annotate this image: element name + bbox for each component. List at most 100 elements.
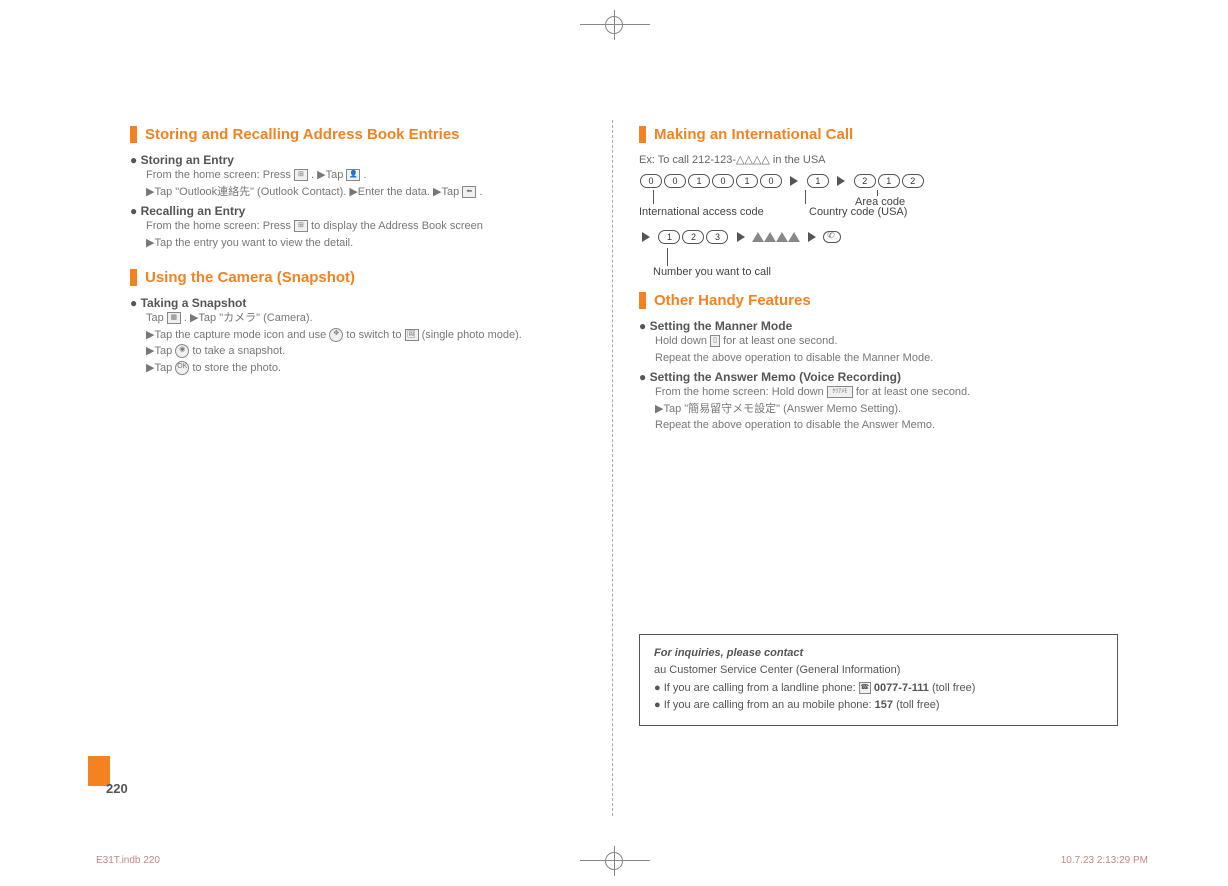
label-country-code: Country code (USA): [809, 206, 907, 218]
call-key-icon: [823, 231, 841, 243]
text: ▶Tap: [146, 362, 175, 374]
key-0: 0: [760, 174, 782, 188]
right-column: Making an International Call Ex: To call…: [639, 120, 1118, 726]
body-text: Repeat the above operation to disable th…: [639, 350, 1118, 367]
example-text: Ex: To call 212-123-△△△△ in the USA: [639, 153, 1118, 166]
text: to take a snapshot.: [192, 345, 285, 357]
text: ▶Tap the capture mode icon and use: [146, 329, 329, 341]
registration-mark-bottom: [580, 846, 650, 876]
body-text: ▶Tap "Outlook連絡先" (Outlook Contact). ▶En…: [130, 184, 609, 201]
key-2: 2: [902, 174, 924, 188]
key-sequence-2: 123: [639, 228, 1118, 246]
contact-line: au Customer Service Center (General Info…: [654, 662, 1103, 680]
manner-key-icon: ▯: [710, 335, 720, 347]
body-text: From the home screen: Press ⊞ . ▶Tap 👤 .: [130, 167, 609, 184]
body-text: Repeat the above operation to disable th…: [639, 417, 1118, 434]
address-book-key-icon: ⊞: [294, 169, 308, 181]
text: ● If you are calling from a landline pho…: [654, 682, 859, 694]
arrow-icon: [790, 176, 798, 186]
photo-mode-icon: 🖼: [405, 329, 419, 341]
text: .: [363, 169, 366, 181]
key-2: 2: [682, 230, 704, 244]
footer-timestamp: 10.7.23 2:13:29 PM: [1061, 855, 1148, 866]
key-3: 3: [706, 230, 728, 244]
save-icon: ⬅: [462, 186, 476, 198]
text: ▶Tap: [146, 345, 175, 357]
ok-icon: OK: [175, 361, 189, 375]
key-0: 0: [640, 174, 662, 188]
key-0: 0: [664, 174, 686, 188]
text: for at least one second.: [856, 386, 970, 398]
section-header-camera: Using the Camera (Snapshot): [130, 269, 609, 286]
key-1: 1: [688, 174, 710, 188]
text: to switch to: [346, 329, 404, 341]
arrow-icon: [808, 232, 816, 242]
freecall-icon: ☎: [859, 682, 871, 694]
clear-memo-key-icon: ｸﾘｱﾒﾓ: [827, 386, 853, 398]
arrow-icon: [737, 232, 745, 242]
section-header-address-book: Storing and Recalling Address Book Entri…: [130, 126, 609, 143]
label-number: Number you want to call: [653, 266, 1118, 278]
text: Tap: [146, 312, 167, 324]
contact-icon: 👤: [346, 169, 360, 181]
text: ● If you are calling from an au mobile p…: [654, 699, 875, 711]
body-text: From the home screen: Press ⊞ to display…: [130, 218, 609, 235]
text: . ▶Tap "カメラ" (Camera).: [184, 312, 313, 324]
item-manner-mode: Setting the Manner Mode Hold down ▯ for …: [639, 319, 1118, 366]
section-header-intl-call: Making an International Call: [639, 126, 1118, 143]
contact-line: ● If you are calling from a landline pho…: [654, 680, 1103, 698]
left-column: Storing and Recalling Address Book Entri…: [130, 120, 609, 726]
body-text: Tap ▦ . ▶Tap "カメラ" (Camera).: [130, 310, 609, 327]
camera-app-icon: ▦: [167, 312, 181, 324]
phone-number: 0077-7-111: [874, 682, 929, 694]
text: From the home screen: Hold down: [655, 386, 827, 398]
arrow-icon: [837, 176, 845, 186]
phone-number: 157: [875, 699, 893, 711]
text: From the home screen: Press: [146, 169, 294, 181]
arrow-icon: [642, 232, 650, 242]
page-number: 220: [106, 781, 128, 796]
triangle-icon: [752, 232, 764, 242]
key-2: 2: [854, 174, 876, 188]
contact-line: ● If you are calling from an au mobile p…: [654, 697, 1103, 715]
body-text: ▶Tap "簡易留守メモ設定" (Answer Memo Setting).: [639, 401, 1118, 418]
body-text: From the home screen: Hold down ｸﾘｱﾒﾓ fo…: [639, 384, 1118, 401]
text: to store the photo.: [192, 362, 281, 374]
item-answer-memo: Setting the Answer Memo (Voice Recording…: [639, 370, 1118, 434]
item-recalling-entry: Recalling an Entry From the home screen:…: [130, 204, 609, 251]
bullet-head: Storing an Entry: [130, 153, 609, 167]
key-1: 1: [736, 174, 758, 188]
bullet-head: Setting the Manner Mode: [639, 319, 1118, 333]
body-text: ▶Tap OK to store the photo.: [130, 360, 609, 377]
triangle-icon: [764, 232, 776, 242]
text: .: [479, 186, 482, 198]
text: Hold down: [655, 335, 710, 347]
label-intl-code: International access code: [639, 206, 809, 218]
body-text: ▶Tap the capture mode icon and use ✥ to …: [130, 327, 609, 344]
text: (toll free): [896, 699, 939, 711]
text: (toll free): [932, 682, 975, 694]
contact-box: For inquiries, please contact au Custome…: [639, 634, 1118, 726]
text: for at least one second.: [723, 335, 837, 347]
page-content: Storing and Recalling Address Book Entri…: [0, 0, 1228, 766]
text: ▶Tap "Outlook連絡先" (Outlook Contact). ▶En…: [146, 186, 462, 198]
contact-head: For inquiries, please contact: [654, 645, 1103, 663]
text: to display the Address Book screen: [311, 220, 483, 232]
bullet-head: Setting the Answer Memo (Voice Recording…: [639, 370, 1118, 384]
address-book-key-icon: ⊞: [294, 220, 308, 232]
column-divider: [612, 120, 613, 816]
section-header-other: Other Handy Features: [639, 292, 1118, 309]
item-snapshot: Taking a Snapshot Tap ▦ . ▶Tap "カメラ" (Ca…: [130, 296, 609, 376]
key-0: 0: [712, 174, 734, 188]
body-text: ▶Tap the entry you want to view the deta…: [130, 235, 609, 252]
text: (single photo mode).: [422, 329, 522, 341]
registration-mark-top: [580, 10, 650, 40]
body-text: ▶Tap ◉ to take a snapshot.: [130, 343, 609, 360]
label-number-row: Number you want to call: [639, 248, 1118, 278]
key-sequence-1: 001010 1 212: [639, 172, 1118, 190]
key-1: 1: [807, 174, 829, 188]
triangle-icon: [776, 232, 788, 242]
footer-filename: E31T.indb 220: [96, 855, 160, 866]
shutter-icon: ◉: [175, 344, 189, 358]
text: From the home screen: Press: [146, 220, 294, 232]
